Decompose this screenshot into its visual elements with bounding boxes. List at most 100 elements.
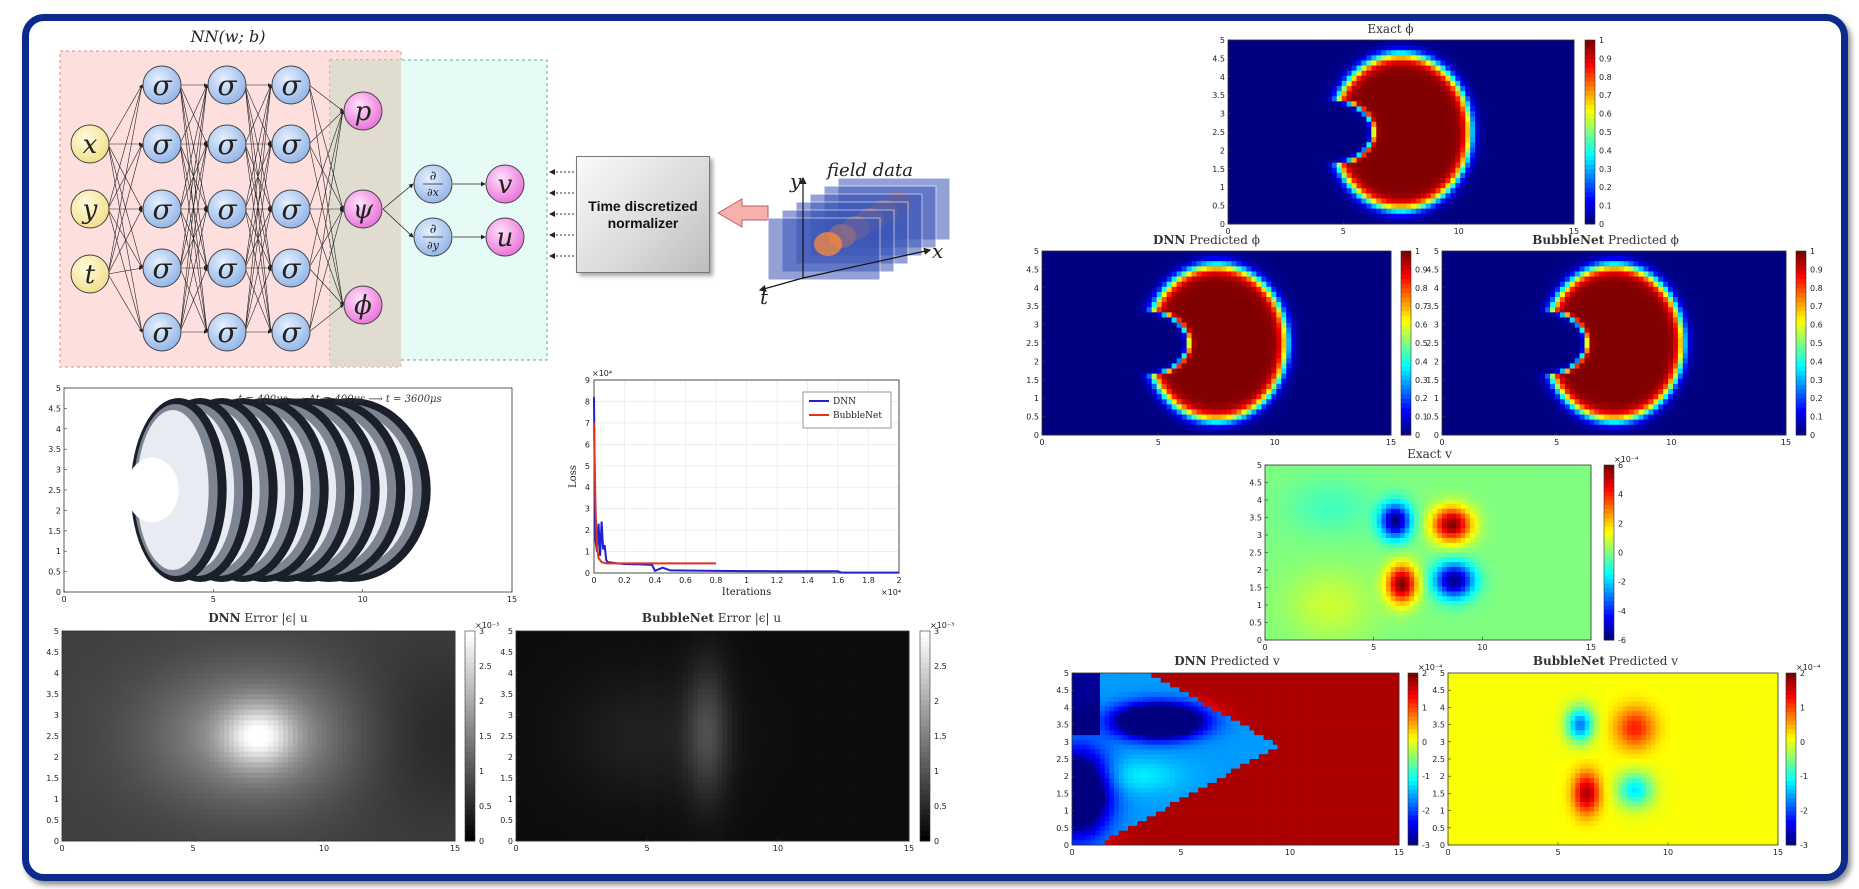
- y-tick-label: 3: [1257, 531, 1262, 540]
- y-tick-label: 5: [1034, 247, 1039, 256]
- x-tick-label: 10: [1666, 438, 1676, 447]
- colorbar-multiplier: ×10⁻⁴: [1418, 663, 1442, 672]
- x-tick-label: 0: [1262, 643, 1267, 652]
- y-tick-label: 5: [1064, 669, 1069, 678]
- bubblenet-phi-title: BubbleNet Predicted ϕ: [1433, 233, 1778, 247]
- x-tick-label: 15: [1773, 848, 1783, 857]
- y-tick-label: 2: [1440, 772, 1445, 781]
- colorbar-tick: 0.5: [934, 802, 947, 811]
- y-tick-label: 3.5: [46, 690, 59, 699]
- err-dnn-heatmap: [62, 631, 455, 841]
- colorbar-tick: 0.3: [1599, 165, 1612, 174]
- colorbar-tick: -3: [1800, 841, 1808, 850]
- colorbar-tick: 0: [1415, 431, 1420, 440]
- y-tick-label: 4.5: [1249, 479, 1262, 488]
- y-tick-label: 0: [1440, 841, 1445, 850]
- bubblenet-phi-heatmap: [1442, 251, 1786, 435]
- loss-y-multiplier: ×10⁴: [592, 369, 612, 378]
- colorbar-tick: 1: [1415, 247, 1420, 256]
- exact-v-heatmap: [1265, 465, 1591, 640]
- colorbar-tick: 2: [1618, 519, 1623, 528]
- y-tick-label: 3: [508, 711, 513, 720]
- dnn-v-heatmap: [1072, 673, 1399, 845]
- colorbar-tick: 4: [1618, 490, 1623, 499]
- x-tick-label: 15: [1386, 438, 1396, 447]
- y-tick-label: 1: [1434, 394, 1439, 403]
- x-tick-label: 5: [1178, 848, 1183, 857]
- dnn-phi-colorbar: 00.10.20.30.40.50.60.70.80.91: [1401, 247, 1428, 440]
- y-tick-label: 4.5: [500, 648, 513, 657]
- colorbar-tick: -1: [1800, 772, 1808, 781]
- y-tick-label: 5: [585, 462, 590, 471]
- y-tick-label: 0: [585, 569, 590, 578]
- x-tick-label: 5: [1555, 848, 1560, 857]
- colorbar-tick: 0.6: [1810, 321, 1823, 330]
- y-tick-label: 1.5: [1249, 584, 1262, 593]
- dnn-v-title: DNN Predicted v: [1064, 654, 1390, 668]
- y-tick-label: 1: [508, 795, 513, 804]
- x-tick-label: 0: [591, 576, 596, 585]
- y-tick-label: 2: [56, 506, 61, 515]
- y-tick-label: 0: [1034, 431, 1039, 440]
- err-bubblenet-heatmap: [516, 631, 909, 841]
- y-tick-label: 4.5: [1432, 686, 1445, 695]
- y-tick-label: 3.5: [1026, 302, 1039, 311]
- colorbar-tick: 0.2: [1599, 183, 1612, 192]
- y-tick-label: 1.5: [48, 527, 61, 536]
- y-tick-label: 1.5: [1056, 789, 1069, 798]
- colorbar-tick: 0.5: [1810, 339, 1823, 348]
- loss-xlabel: Iterations: [722, 587, 771, 598]
- y-tick-label: 2.5: [1249, 549, 1262, 558]
- y-tick-label: 3.5: [48, 445, 61, 454]
- y-tick-label: 1: [1034, 394, 1039, 403]
- y-tick-label: 1.5: [1212, 165, 1225, 174]
- x-tick-label: 0: [1439, 438, 1444, 447]
- y-tick-label: 5: [1220, 36, 1225, 45]
- y-tick-label: 0: [1434, 431, 1439, 440]
- colorbar-tick: 0.7: [1599, 91, 1612, 100]
- x-tick-label: 10: [1663, 848, 1673, 857]
- y-tick-label: 4: [1220, 73, 1225, 82]
- y-tick-label: 8: [585, 397, 590, 406]
- x-tick-label: 0: [513, 844, 518, 853]
- y-tick-label: 4: [54, 669, 59, 678]
- colorbar-tick: 1: [1810, 247, 1815, 256]
- loss-x-multiplier: ×10⁴: [881, 588, 901, 597]
- x-tick-label: 5: [1156, 438, 1161, 447]
- y-tick-label: 1: [54, 795, 59, 804]
- y-tick-label: 4: [1034, 284, 1039, 293]
- colorbar-tick: 0: [1599, 220, 1604, 229]
- colorbar-tick: 0.2: [1810, 394, 1823, 403]
- y-tick-label: 2: [508, 753, 513, 762]
- colorbar-tick: 2.5: [934, 662, 947, 671]
- x-tick-label: 0: [1069, 848, 1074, 857]
- x-tick-label: 15: [904, 844, 914, 853]
- y-tick-label: 1: [1220, 183, 1225, 192]
- colorbar-multiplier: ×10⁻³: [930, 621, 954, 630]
- y-tick-label: 2.5: [48, 486, 61, 495]
- x-tick-label: 1.8: [862, 576, 875, 585]
- y-tick-label: 4.5: [46, 648, 59, 657]
- bubblenet-phi-colorbar: 00.10.20.30.40.50.60.70.80.91: [1796, 247, 1823, 440]
- y-tick-label: 4.5: [1212, 54, 1225, 63]
- y-tick-label: 1: [1064, 807, 1069, 816]
- y-tick-label: 0: [508, 837, 513, 846]
- colorbar-tick: 0.9: [1810, 265, 1823, 274]
- loss-ylabel: Loss: [568, 465, 579, 488]
- y-tick-label: 1: [585, 548, 590, 557]
- y-tick-label: 2: [1220, 146, 1225, 155]
- y-tick-label: 9: [585, 376, 590, 385]
- colorbar-tick: 0.1: [1810, 413, 1823, 422]
- y-tick-label: 4.5: [48, 404, 61, 413]
- colorbar-tick: 0: [1422, 738, 1427, 747]
- colorbar-tick: 0.5: [479, 802, 492, 811]
- y-tick-label: 2: [1257, 566, 1262, 575]
- y-tick-label: 0: [56, 588, 61, 597]
- y-tick-label: 0.5: [1432, 824, 1445, 833]
- y-tick-label: 3: [1440, 738, 1445, 747]
- y-tick-label: 1: [1257, 601, 1262, 610]
- colorbar-multiplier: ×10⁻⁴: [1614, 455, 1638, 464]
- colorbar-tick: 0.8: [1599, 73, 1612, 82]
